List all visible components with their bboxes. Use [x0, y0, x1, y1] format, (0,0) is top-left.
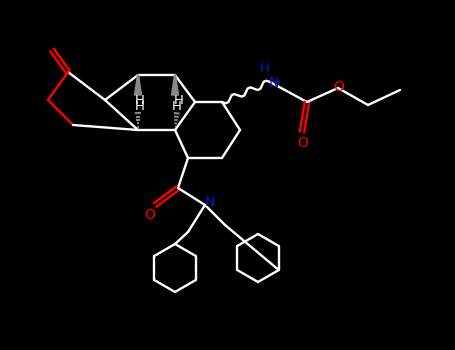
Text: O: O: [334, 80, 344, 94]
Text: N: N: [269, 76, 279, 90]
Text: H: H: [172, 99, 182, 112]
Text: O: O: [145, 208, 156, 222]
Polygon shape: [172, 75, 178, 95]
Text: H: H: [174, 93, 184, 106]
Text: H: H: [135, 99, 145, 112]
Text: H: H: [135, 93, 145, 106]
Text: O: O: [298, 136, 308, 150]
Text: N: N: [205, 195, 215, 209]
Text: H: H: [260, 63, 270, 76]
Polygon shape: [135, 75, 142, 95]
